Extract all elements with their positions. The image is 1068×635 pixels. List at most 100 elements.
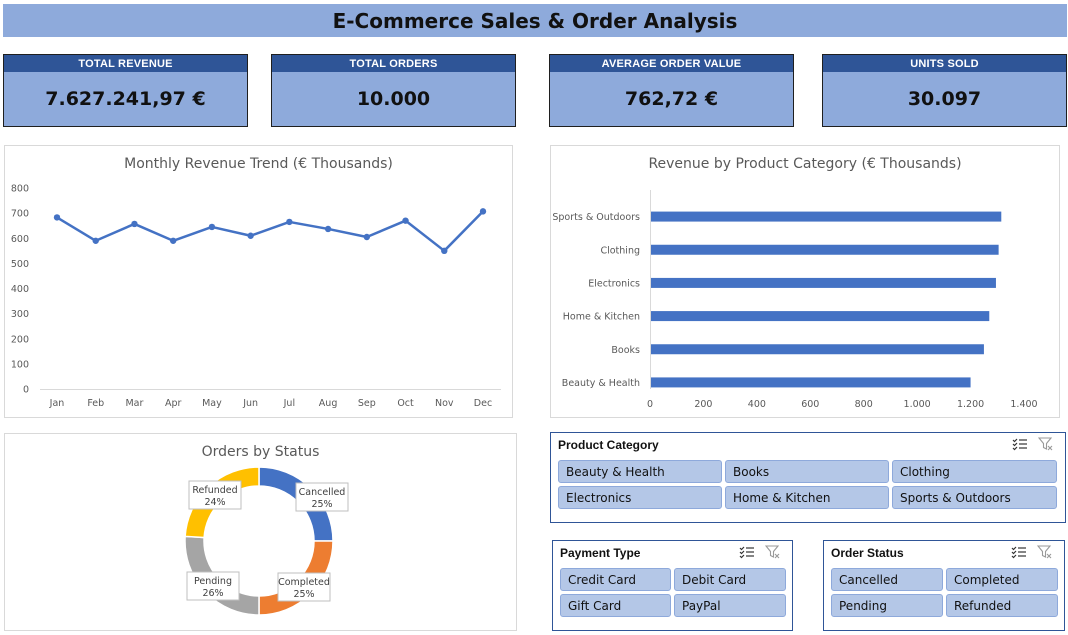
data-point <box>131 220 138 228</box>
y-tick-label: Sports & Outdoors <box>552 212 640 223</box>
x-tick-label: 400 <box>748 399 766 410</box>
data-point <box>169 237 177 244</box>
y-tick-label: 400 <box>11 284 29 295</box>
y-tick-label: 800 <box>11 184 29 195</box>
multi-select-icon[interactable] <box>1012 437 1028 456</box>
x-tick-label: Oct <box>397 398 414 409</box>
slicer-item-credit-card[interactable]: Credit Card <box>560 568 671 591</box>
x-tick-label: 600 <box>801 399 819 410</box>
x-tick-label: Jan <box>49 398 65 409</box>
y-tick-label: Books <box>611 345 640 356</box>
data-label-name: Pending <box>194 576 232 587</box>
x-tick-label: Nov <box>435 398 454 409</box>
slicer-item-electronics[interactable]: Electronics <box>558 486 722 509</box>
data-label-name: Completed <box>278 577 330 588</box>
kpi-units-sold: UNITS SOLD 30.097 <box>822 54 1067 127</box>
x-tick-label: 200 <box>694 399 712 410</box>
slicer-title: Payment Type <box>560 546 641 560</box>
slicer-item-home-kitchen[interactable]: Home & Kitchen <box>725 486 889 509</box>
bar-chart-canvas: 0 200 400 600 800 1.000 1.200 1.400 Sports & Out… <box>552 190 1038 410</box>
data-label-value: 25% <box>293 589 314 600</box>
category-bar <box>651 244 999 255</box>
slicer-item-clothing[interactable]: Clothing <box>892 460 1057 483</box>
orders-status-chart[interactable]: Orders by Status Cancelled 25% Completed 25… <box>4 433 517 631</box>
slicer-item-debit-card[interactable]: Debit Card <box>674 568 786 591</box>
category-bar <box>651 377 971 388</box>
data-point <box>92 237 99 244</box>
category-bar <box>651 211 1002 222</box>
x-tick-label: 0 <box>647 399 653 410</box>
slicer-item-sports-outdoors[interactable]: Sports & Outdoors <box>892 486 1057 509</box>
data-label-box <box>188 480 242 510</box>
kpi-average-order-value: AVERAGE ORDER VALUE 762,72 € <box>549 54 794 127</box>
revenue-series-line <box>56 210 484 253</box>
x-tick-label: May <box>202 398 222 409</box>
clear-filter-icon[interactable] <box>1037 437 1054 456</box>
data-point <box>441 247 448 255</box>
kpi-total-orders: TOTAL ORDERS 10.000 <box>271 54 516 127</box>
data-point <box>208 223 216 231</box>
category-bar <box>651 311 990 322</box>
y-tick-label: Beauty & Health <box>562 378 640 389</box>
order-status-slicer: Order Status Cancelled Completed Pending… <box>823 540 1065 631</box>
data-point <box>53 214 61 221</box>
dashboard-title-text: E-Commerce Sales & Order Analysis <box>332 8 738 33</box>
y-tick-label: 700 <box>11 209 29 220</box>
clear-filter-icon[interactable] <box>1036 545 1053 564</box>
kpi-label: UNITS SOLD <box>823 55 1066 72</box>
data-point <box>479 208 487 215</box>
category-bar <box>651 344 984 355</box>
product-category-slicer: Product Category Beauty & Health Books C… <box>550 432 1066 523</box>
monthly-revenue-chart[interactable]: Monthly Revenue Trend (€ Thousands) 0 100… <box>4 145 513 418</box>
slicer-item-beauty-health[interactable]: Beauty & Health <box>558 460 722 483</box>
x-tick-label: Jun <box>242 398 258 409</box>
y-tick-label: Clothing <box>600 245 640 256</box>
kpi-label: TOTAL REVENUE <box>4 55 247 72</box>
x-tick-label: 1.000 <box>904 399 931 410</box>
data-label-box <box>186 571 240 601</box>
payment-type-slicer: Payment Type Credit Card Debit Card Gift… <box>552 540 793 631</box>
category-revenue-chart[interactable]: Revenue by Product Category (€ Thousands… <box>550 145 1060 418</box>
y-tick-label: 300 <box>11 309 29 320</box>
slicer-item-paypal[interactable]: PayPal <box>674 594 786 617</box>
kpi-value: 762,72 € <box>624 88 719 110</box>
data-label-box <box>277 572 331 602</box>
slicer-item-cancelled[interactable]: Cancelled <box>831 568 943 591</box>
line-chart-canvas: 0 100 200 300 400 500 600 700 800 Jan Feb Mar Apr May… <box>11 184 501 409</box>
slicer-title: Product Category <box>558 438 659 452</box>
multi-select-icon[interactable] <box>1011 545 1027 564</box>
slicer-item-pending[interactable]: Pending <box>831 594 943 617</box>
data-point <box>363 233 371 241</box>
x-tick-label: Aug <box>319 398 338 409</box>
slicer-item-completed[interactable]: Completed <box>946 568 1058 591</box>
data-label-value: 24% <box>204 497 225 508</box>
x-tick-label: 1.200 <box>957 399 984 410</box>
kpi-label: TOTAL ORDERS <box>272 55 515 72</box>
y-tick-label: 600 <box>11 234 29 245</box>
data-label-value: 26% <box>202 588 223 599</box>
y-tick-label: Electronics <box>588 278 640 289</box>
slicer-item-gift-card[interactable]: Gift Card <box>560 594 671 617</box>
data-label-box <box>295 482 349 512</box>
data-point <box>324 225 332 233</box>
x-tick-label: Apr <box>165 398 182 409</box>
y-tick-label: 0 <box>23 385 29 396</box>
data-label-name: Cancelled <box>299 487 346 498</box>
y-tick-label: 500 <box>11 259 29 270</box>
x-tick-label: 800 <box>855 399 873 410</box>
multi-select-icon[interactable] <box>739 545 755 564</box>
slicer-item-books[interactable]: Books <box>725 460 889 483</box>
data-point <box>247 232 254 239</box>
x-tick-label: 1.400 <box>1010 399 1037 410</box>
clear-filter-icon[interactable] <box>764 545 781 564</box>
slicer-item-refunded[interactable]: Refunded <box>946 594 1058 617</box>
chart-title: Orders by Status <box>201 444 320 460</box>
x-tick-label: Mar <box>125 398 143 409</box>
y-tick-label: 200 <box>11 334 29 345</box>
kpi-total-revenue: TOTAL REVENUE 7.627.241,97 € <box>3 54 248 127</box>
kpi-value: 30.097 <box>907 88 982 110</box>
